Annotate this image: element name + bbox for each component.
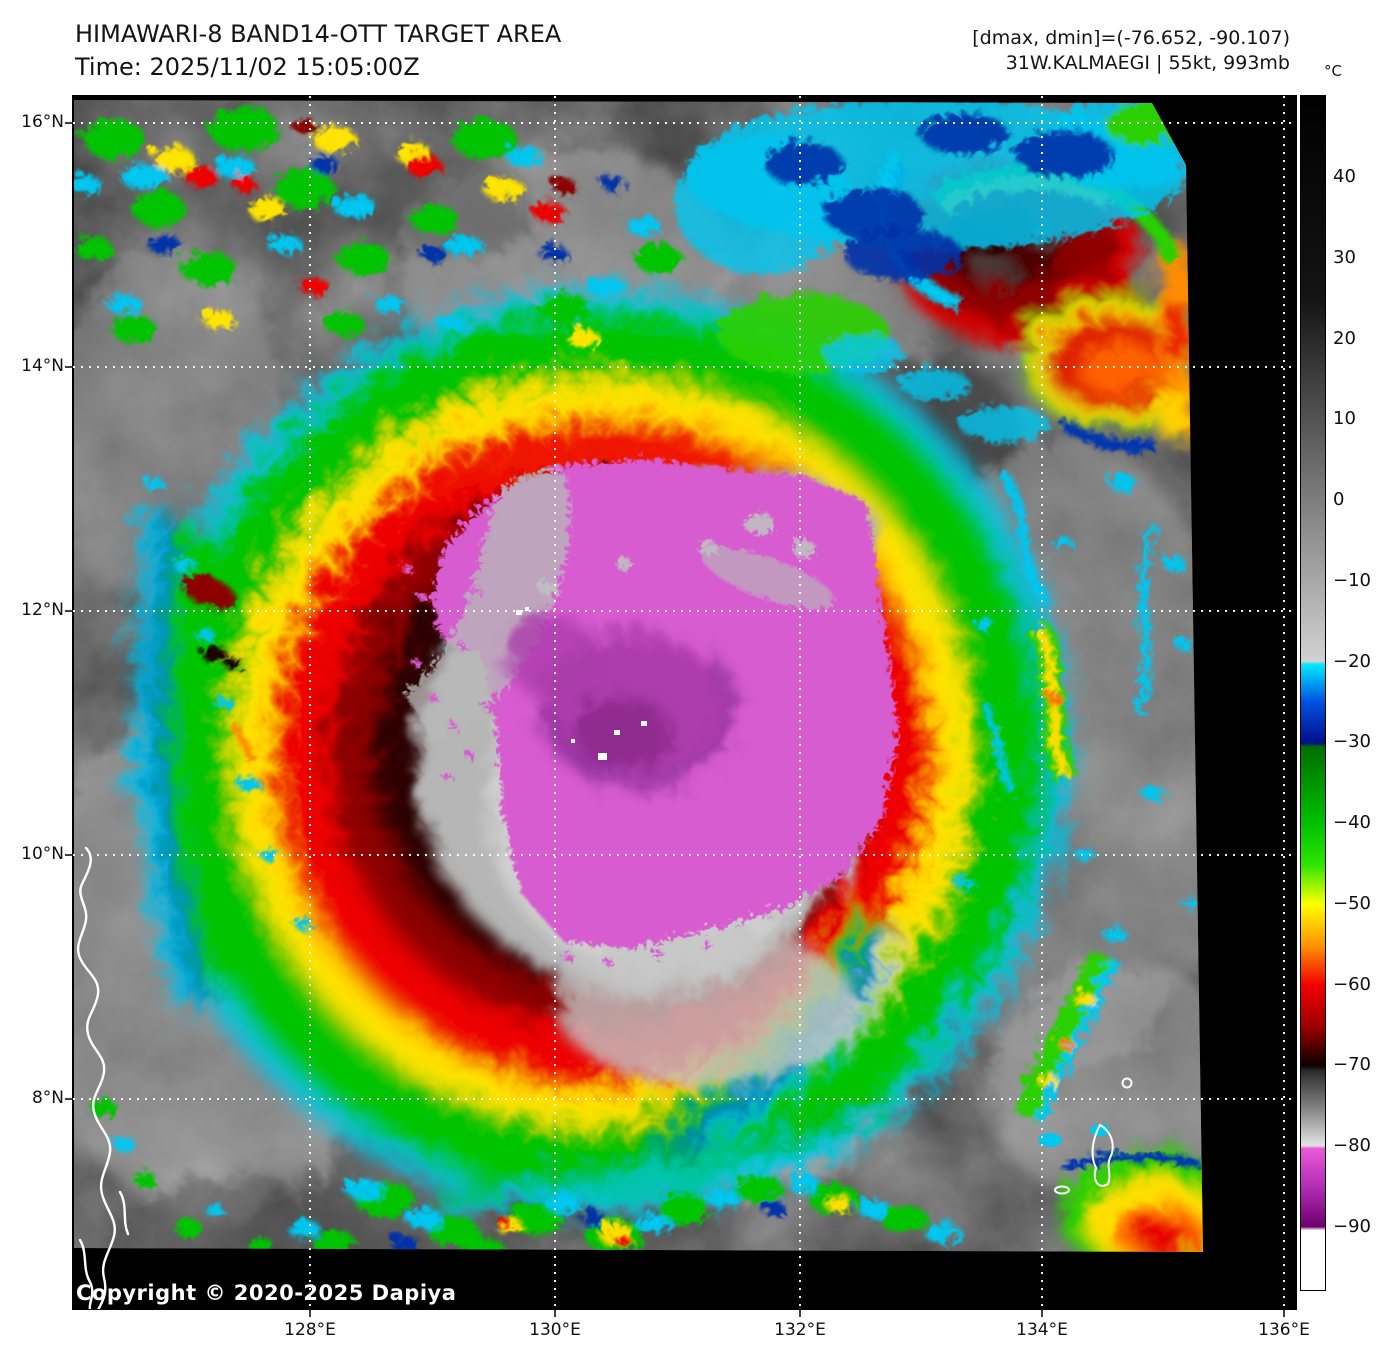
- axis-tick-marks: [65, 122, 1285, 1317]
- magenta-speckles: [398, 560, 708, 961]
- header-annotations: [dmax, dmin]=(-76.652, -90.107) 31W.KALM…: [972, 26, 1290, 76]
- colorbar-tick: −90: [1333, 1216, 1371, 1237]
- dmax-dmin-annotation: [dmax, dmin]=(-76.652, -90.107): [972, 27, 1290, 49]
- colorbar-tick: −50: [1333, 893, 1371, 914]
- east-scattered-convection: [950, 467, 1200, 1120]
- coastline: [76, 846, 1133, 1312]
- lon-tick-130e: 130°E: [529, 1320, 581, 1340]
- title-block: HIMAWARI-8 BAND14-OTT TARGET AREA Time: …: [75, 18, 561, 84]
- colorbar-gradient: [1300, 95, 1326, 1291]
- cdo-purple-core: [500, 610, 732, 784]
- colorbar-tick: −40: [1333, 812, 1371, 833]
- colorbar-tick: 40: [1333, 166, 1356, 187]
- plot-border: [72, 95, 1297, 1310]
- colorbar-tick: −10: [1333, 570, 1371, 591]
- eye-white-specks: [516, 607, 647, 760]
- colorbar-unit: °C: [1324, 62, 1342, 80]
- colorbar-tick: −60: [1333, 974, 1371, 995]
- storm-annotation: 31W.KALMAEGI | 55kt, 993mb: [1005, 52, 1290, 74]
- copyright-text: Copyright © 2020-2025 Dapiya: [76, 1281, 457, 1305]
- lon-tick-132e: 132°E: [774, 1320, 826, 1340]
- data-swath: [74, 100, 1203, 1252]
- colorbar-tick: −80: [1333, 1135, 1371, 1156]
- lon-tick-136e: 136°E: [1258, 1320, 1310, 1340]
- west-features: [140, 474, 310, 926]
- colorbar-tick: 10: [1333, 408, 1356, 429]
- lat-tick-12n: 12°N: [21, 600, 64, 620]
- time-label: Time: 2025/11/02 15:05:00Z: [75, 53, 420, 81]
- colorbar-tick: 30: [1333, 247, 1356, 268]
- colorbar-tick: −20: [1333, 651, 1371, 672]
- colorbar-tick: −70: [1333, 1054, 1371, 1075]
- lat-tick-14n: 14°N: [21, 356, 64, 376]
- lon-tick-134e: 134°E: [1016, 1320, 1068, 1340]
- lat-tick-16n: 16°N: [21, 112, 64, 132]
- colorbar-tick: 0: [1333, 489, 1345, 510]
- lat-tick-8n: 8°N: [31, 1088, 64, 1108]
- page-title: HIMAWARI-8 BAND14-OTT TARGET AREA: [75, 20, 562, 48]
- southeast-warm-blob: [1038, 1124, 1203, 1252]
- lon-tick-128e: 128°E: [284, 1320, 336, 1340]
- colorbar-tick: 20: [1333, 328, 1356, 349]
- lat-tick-10n: 10°N: [21, 844, 64, 864]
- south-speckle-band: [86, 1096, 958, 1252]
- colorbar-tick: −30: [1333, 731, 1371, 752]
- north-speckle-band: [74, 100, 1200, 438]
